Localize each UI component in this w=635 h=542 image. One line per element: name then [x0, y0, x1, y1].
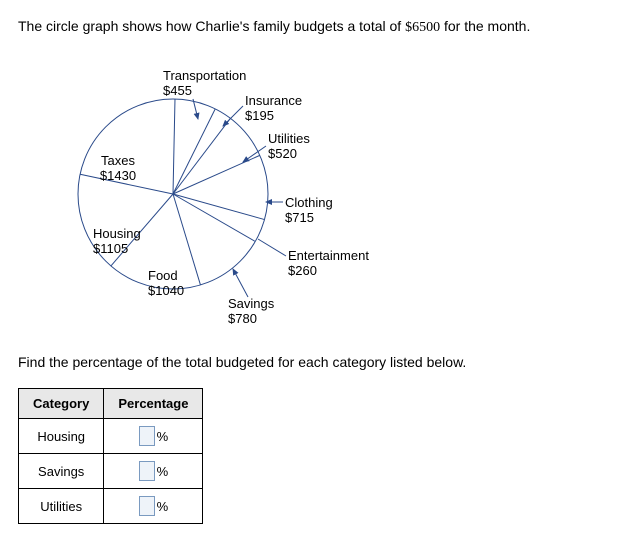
- percent-sign: %: [157, 464, 169, 479]
- slice-label-food: Food$1040: [148, 269, 184, 299]
- slice-label-transportation: Transportation$455: [163, 69, 246, 99]
- question-prompt: Find the percentage of the total budgete…: [18, 354, 617, 370]
- slice-label-insurance: Insurance$195: [245, 94, 302, 124]
- table-row: Housing%: [19, 419, 203, 454]
- answer-table: Category Percentage Housing%Savings%Util…: [18, 388, 203, 524]
- slice-label-utilities: Utilities$520: [268, 132, 310, 162]
- pie-chart: Taxes$1430 Transportation$455Insurance$19…: [18, 44, 617, 324]
- slice-label-clothing: Clothing$715: [285, 196, 333, 226]
- slice-label-entertainment: Entertainment$260: [288, 249, 369, 279]
- slice-label-taxes: Taxes$1430: [100, 154, 136, 184]
- percentage-cell: %: [104, 489, 203, 524]
- category-cell: Utilities: [19, 489, 104, 524]
- category-cell: Savings: [19, 454, 104, 489]
- percentage-cell: %: [104, 454, 203, 489]
- col-percentage: Percentage: [104, 389, 203, 419]
- percentage-input-utilities[interactable]: [139, 496, 155, 516]
- intro-text: The circle graph shows how Charlie's fam…: [18, 18, 617, 36]
- intro-amount: $6500: [405, 20, 440, 35]
- slice-label-housing: Housing$1105: [93, 227, 141, 257]
- category-cell: Housing: [19, 419, 104, 454]
- slice-label-savings: Savings$780: [228, 297, 274, 327]
- col-category: Category: [19, 389, 104, 419]
- intro-prefix: The circle graph shows how Charlie's fam…: [18, 18, 405, 34]
- intro-suffix: for the month.: [440, 18, 530, 34]
- percent-sign: %: [157, 499, 169, 514]
- percentage-cell: %: [104, 419, 203, 454]
- table-row: Utilities%: [19, 489, 203, 524]
- percentage-input-housing[interactable]: [139, 426, 155, 446]
- percent-sign: %: [157, 429, 169, 444]
- table-row: Savings%: [19, 454, 203, 489]
- percentage-input-savings[interactable]: [139, 461, 155, 481]
